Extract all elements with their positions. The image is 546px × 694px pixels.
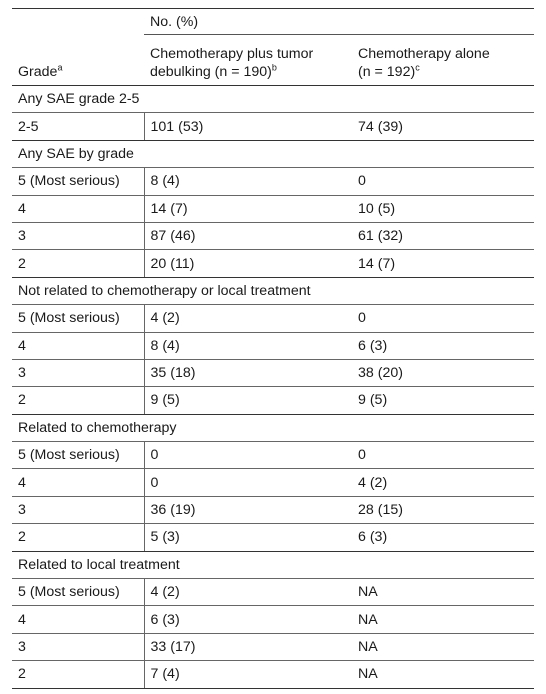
- section-title: Related to chemotherapy: [12, 414, 534, 443]
- cell-combo: 6 (3): [144, 605, 352, 634]
- cell-alone: NA: [352, 633, 534, 662]
- section-title: Not related to chemotherapy or local tre…: [12, 277, 534, 306]
- cell-alone: 6 (3): [352, 523, 534, 552]
- cell-combo: 101 (53): [144, 112, 352, 141]
- cell-combo: 33 (17): [144, 633, 352, 662]
- cell-combo: 0: [144, 441, 352, 470]
- header-grade: Gradea: [12, 34, 144, 86]
- cell-grade: 3: [12, 222, 145, 251]
- cell-alone: 0: [352, 441, 534, 470]
- cell-grade: 2-5: [12, 112, 145, 141]
- cell-combo: 4 (2): [144, 578, 352, 607]
- cell-combo: 35 (18): [144, 359, 352, 388]
- section-title: Any SAE by grade: [12, 140, 534, 169]
- section-title: Any SAE grade 2-5: [12, 85, 534, 114]
- header-combo-column: Chemotherapy plus tumor debulking (n = 19…: [144, 34, 352, 86]
- cell-combo: 8 (4): [144, 332, 352, 360]
- table-row: 3 87 (46) 61 (32): [12, 222, 534, 251]
- cell-combo: 20 (11): [144, 249, 352, 278]
- cell-alone: NA: [352, 578, 534, 607]
- cell-combo: 9 (5): [144, 386, 352, 415]
- cell-grade: 5 (Most serious): [12, 441, 145, 470]
- table-row: 3 35 (18) 38 (20): [12, 359, 534, 388]
- section-header-row: Any SAE by grade: [12, 140, 534, 169]
- table-row: 5 (Most serious) 4 (2) 0: [12, 304, 534, 333]
- sae-table-container: No. (%) Gradea Chemotherapy plus tumor de…: [12, 8, 534, 689]
- table-row: 3 33 (17) NA: [12, 633, 534, 662]
- cell-alone: 0: [352, 304, 534, 333]
- header-alone-column: Chemotherapy alone (n = 192)c: [352, 34, 534, 86]
- cell-grade: 3: [12, 359, 145, 388]
- cell-alone: 61 (32): [352, 222, 534, 251]
- cell-alone: 4 (2): [352, 468, 534, 497]
- cell-grade: 2: [12, 386, 145, 415]
- cell-combo: 14 (7): [144, 195, 352, 223]
- cell-combo: 87 (46): [144, 222, 352, 251]
- section-header-row: Related to local treatment: [12, 551, 534, 580]
- cell-grade: 3: [12, 496, 145, 525]
- table-row: 5 (Most serious) 0 0: [12, 441, 534, 470]
- cell-grade: 3: [12, 633, 145, 662]
- cell-alone: 28 (15): [352, 496, 534, 525]
- table-row: 5 (Most serious) 4 (2) NA: [12, 578, 534, 607]
- cell-grade: 5 (Most serious): [12, 304, 145, 333]
- section-header-row: Not related to chemotherapy or local tre…: [12, 277, 534, 306]
- header-pct-label: No. (%): [144, 9, 534, 35]
- cell-grade: 4: [12, 195, 145, 223]
- cell-alone: 38 (20): [352, 359, 534, 388]
- table-row: 2-5 101 (53) 74 (39): [12, 112, 534, 141]
- table-body: Any SAE grade 2-5 2-5 101 (53) 74 (39) Any S…: [12, 85, 534, 689]
- table-row: 2 20 (11) 14 (7): [12, 249, 534, 278]
- cell-grade: 4: [12, 332, 145, 360]
- cell-grade: 2: [12, 249, 145, 278]
- cell-alone: 0: [352, 167, 534, 196]
- cell-combo: 8 (4): [144, 167, 352, 196]
- cell-combo: 36 (19): [144, 496, 352, 525]
- cell-combo: 0: [144, 468, 352, 497]
- sae-table: No. (%) Gradea Chemotherapy plus tumor de…: [12, 8, 534, 689]
- cell-combo: 7 (4): [144, 660, 352, 689]
- cell-alone: 6 (3): [352, 332, 534, 360]
- section-header-row: Related to chemotherapy: [12, 414, 534, 443]
- cell-alone: 14 (7): [352, 249, 534, 278]
- cell-alone: 10 (5): [352, 195, 534, 223]
- cell-alone: NA: [352, 660, 534, 689]
- cell-grade: 2: [12, 523, 145, 552]
- cell-alone: 9 (5): [352, 386, 534, 415]
- header-empty-cell: [12, 9, 144, 35]
- cell-grade: 5 (Most serious): [12, 578, 145, 607]
- cell-grade: 4: [12, 605, 145, 634]
- table-row: 3 36 (19) 28 (15): [12, 496, 534, 525]
- cell-alone: NA: [352, 605, 534, 634]
- cell-grade: 2: [12, 660, 145, 689]
- cell-combo: 5 (3): [144, 523, 352, 552]
- section-header-row: Any SAE grade 2-5: [12, 85, 534, 114]
- cell-grade: 4: [12, 468, 145, 497]
- cell-alone: 74 (39): [352, 112, 534, 141]
- cell-combo: 4 (2): [144, 304, 352, 333]
- table-row: 4 14 (7) 10 (5): [12, 195, 534, 223]
- cell-grade: 5 (Most serious): [12, 167, 145, 196]
- section-title: Related to local treatment: [12, 551, 534, 580]
- table-row: 5 (Most serious) 8 (4) 0: [12, 167, 534, 196]
